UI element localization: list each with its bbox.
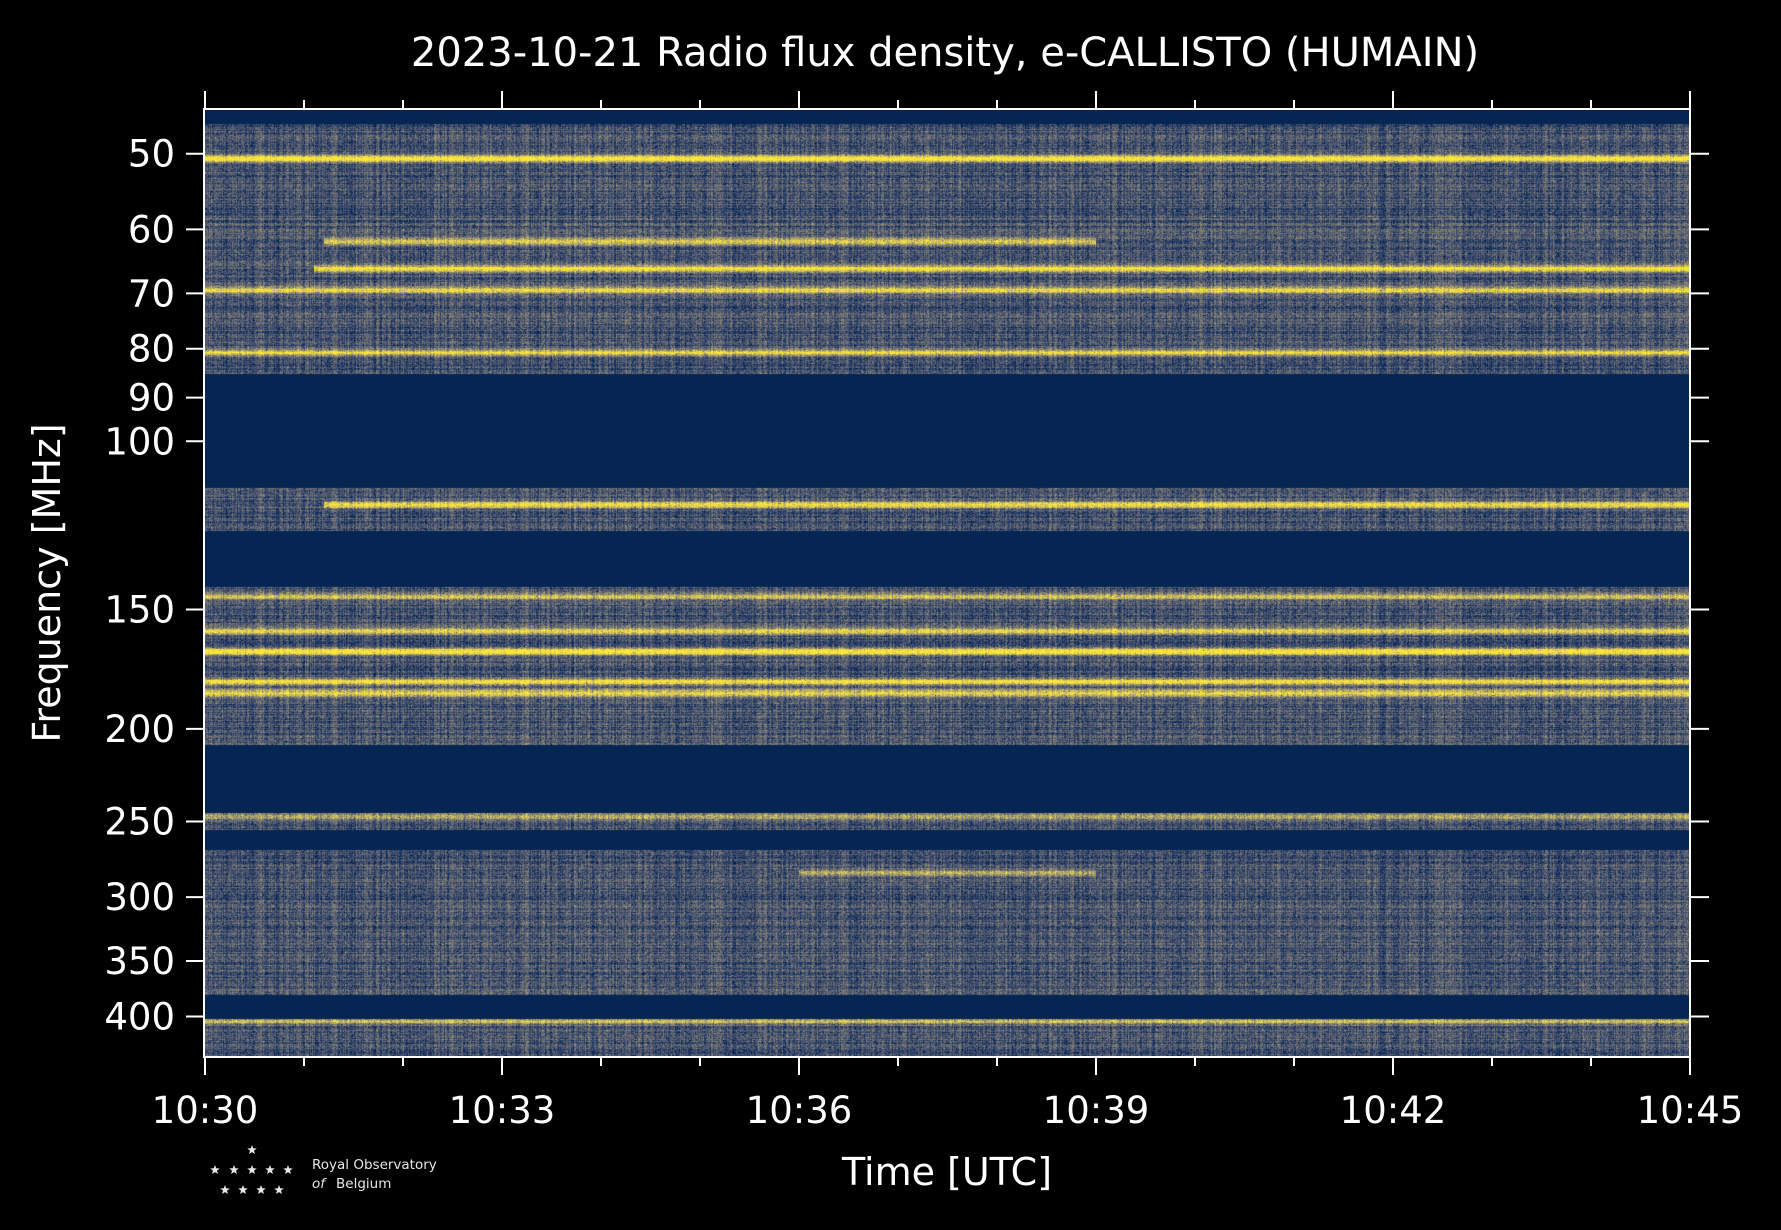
logo-star-icon	[210, 1165, 220, 1175]
logo-star-icon	[238, 1185, 248, 1195]
logo-star-icon	[229, 1165, 239, 1175]
y-tick-label: 150	[104, 589, 175, 632]
x-tick-label: 10:39	[1043, 1089, 1150, 1132]
y-tick-label: 100	[104, 420, 175, 463]
plot-frame	[203, 108, 1691, 1058]
logo-star-icon	[274, 1185, 284, 1195]
x-tick-label: 10:33	[449, 1089, 556, 1132]
logo-star-icon	[265, 1165, 275, 1175]
y-axis-label: Frequency [MHz]	[25, 423, 69, 742]
logo-line1: Royal Observatory	[312, 1157, 437, 1173]
y-tick-label: 60	[128, 208, 175, 251]
logo-star-icon	[247, 1165, 257, 1175]
logo-star-icon	[283, 1165, 293, 1175]
y-tick-label: 50	[128, 133, 175, 176]
y-tick-label: 300	[104, 876, 175, 919]
x-axis: 10:30 10:33 10:36 10:39 10:42 10:45	[152, 91, 1744, 1132]
logo-star-icon	[247, 1145, 257, 1155]
x-tick-label: 10:36	[746, 1089, 853, 1132]
y-tick-label: 70	[128, 272, 175, 315]
logo-stars-icon	[210, 1145, 293, 1195]
x-tick-label: 10:30	[152, 1089, 259, 1132]
logo-star-icon	[220, 1185, 230, 1195]
chart-title: 2023-10-21 Radio flux density, e-CALLIST…	[411, 30, 1479, 76]
heatmap	[205, 110, 1690, 1056]
logo-star-icon	[256, 1185, 266, 1195]
x-tick-label: 10:42	[1340, 1089, 1447, 1132]
y-tick-label: 90	[128, 377, 175, 420]
royal-observatory-logo: Royal Observatory of Belgium	[210, 1145, 437, 1195]
y-tick-label: 350	[104, 940, 175, 983]
logo-line2-italic: of	[312, 1176, 327, 1192]
x-tick-label: 10:45	[1637, 1089, 1744, 1132]
x-axis-label: Time [UTC]	[841, 1150, 1052, 1194]
y-tick-label: 400	[104, 995, 175, 1038]
heatmap-image	[205, 110, 1690, 1056]
logo-line2: Belgium	[336, 1176, 391, 1192]
y-tick-label: 200	[104, 708, 175, 751]
y-tick-label: 80	[128, 328, 175, 371]
y-tick-label: 250	[104, 800, 175, 843]
